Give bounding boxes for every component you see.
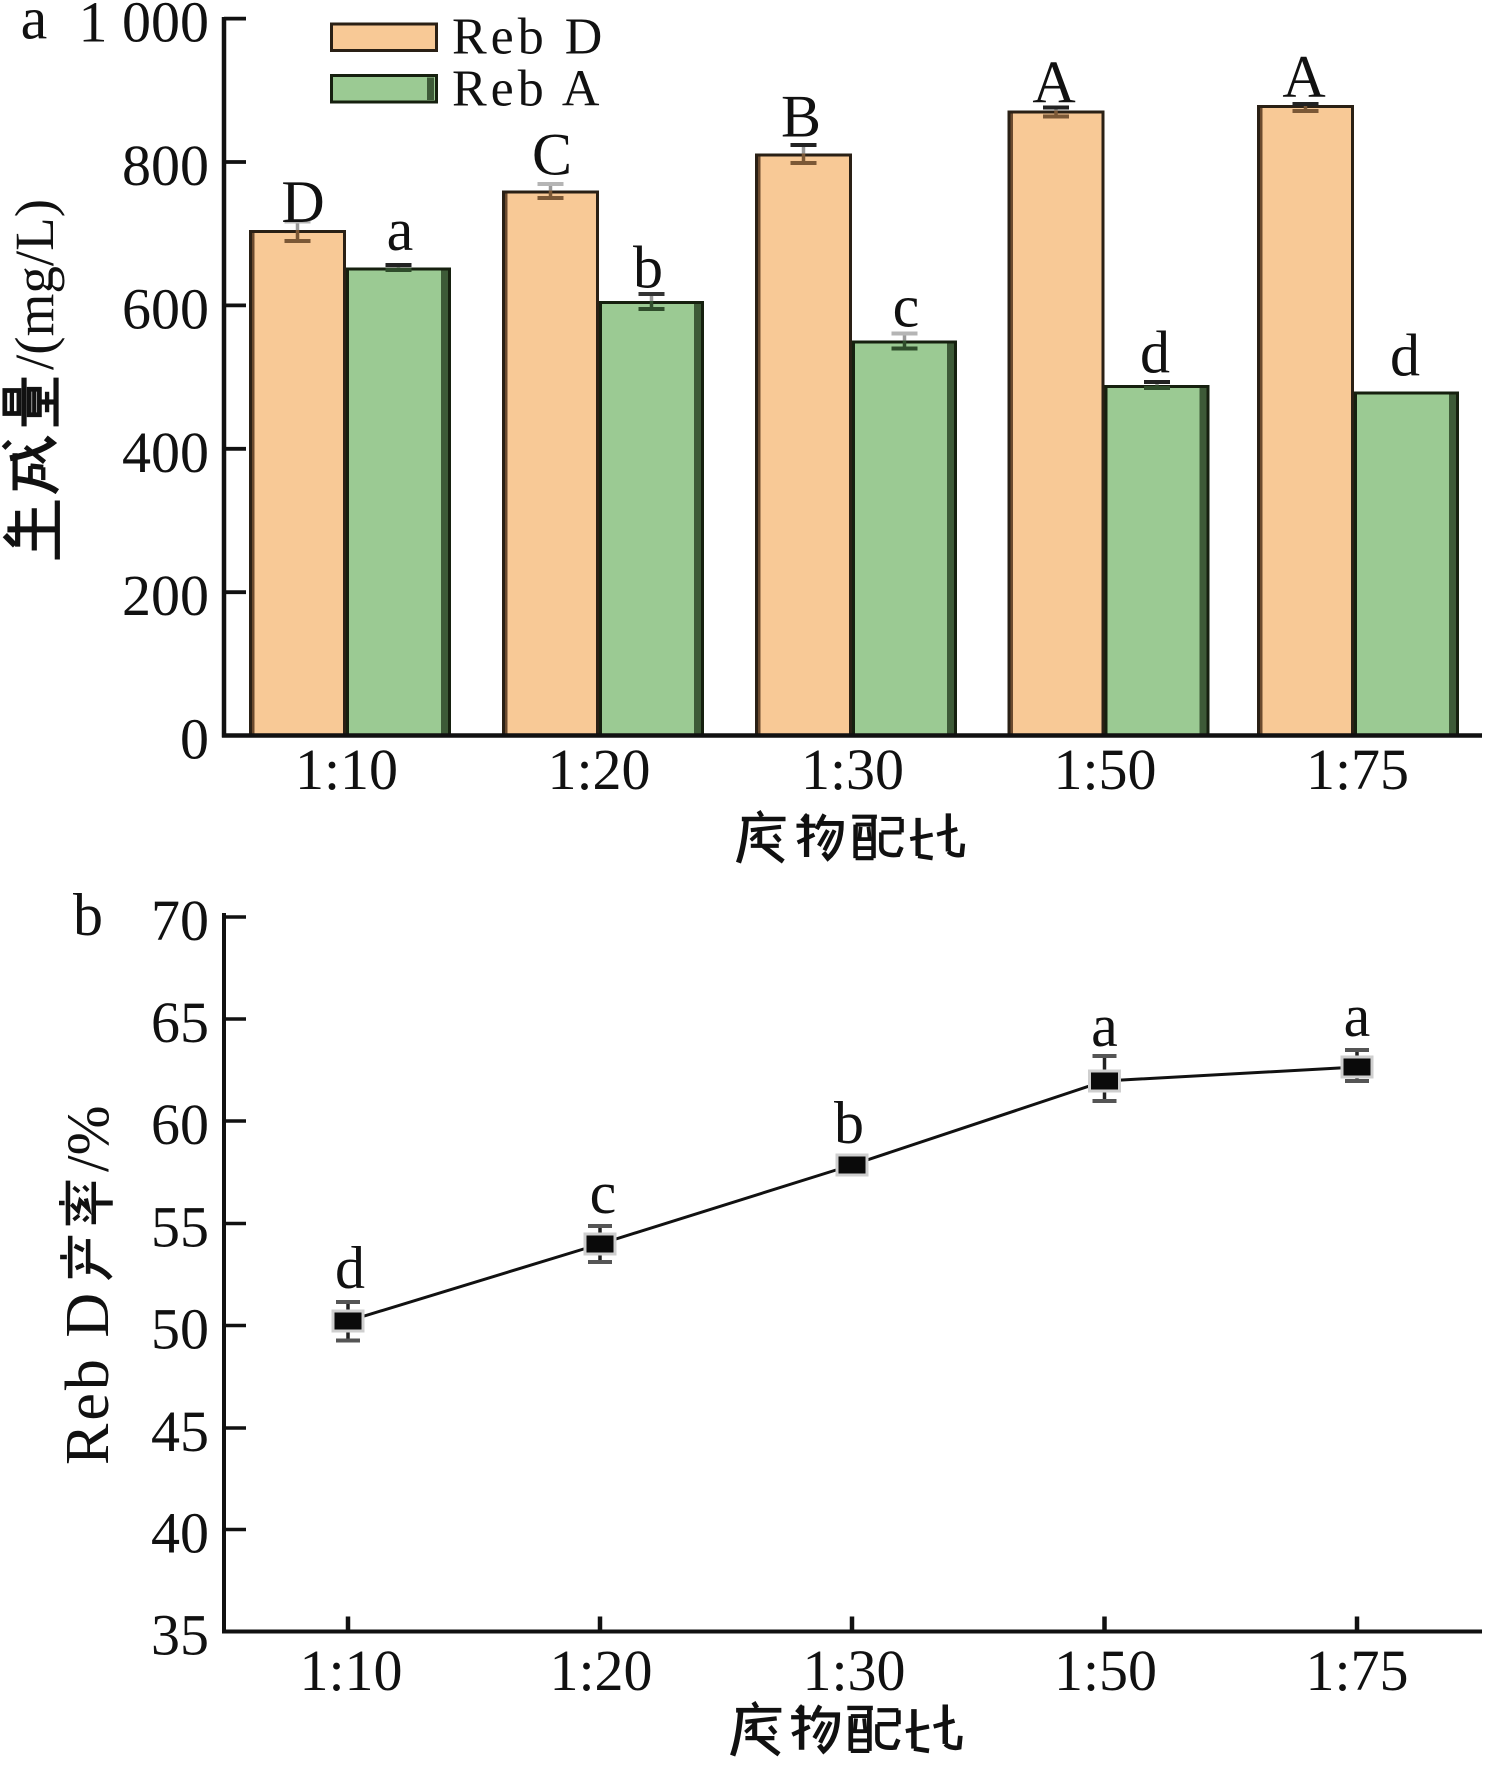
svg-text:1 000: 1 000 <box>79 0 210 55</box>
svg-text:/(mg/L): /(mg/L) <box>4 199 65 370</box>
svg-text:c: c <box>893 273 920 339</box>
svg-text:Reb D: Reb D <box>452 9 606 66</box>
svg-text:a: a <box>387 197 414 263</box>
svg-text:200: 200 <box>122 563 209 628</box>
svg-text:1:30: 1:30 <box>801 737 904 802</box>
svg-text:1:20: 1:20 <box>549 1638 652 1703</box>
svg-text:C: C <box>532 121 572 187</box>
svg-text:1:10: 1:10 <box>295 737 398 802</box>
svg-text:1:20: 1:20 <box>547 737 650 802</box>
svg-text:A: A <box>1032 49 1075 115</box>
svg-text:35: 35 <box>151 1603 209 1668</box>
svg-text:b: b <box>73 882 103 948</box>
svg-text:1:30: 1:30 <box>802 1638 905 1703</box>
svg-text:a: a <box>1344 983 1371 1049</box>
svg-text:/%: /% <box>55 1105 121 1172</box>
svg-text:0: 0 <box>180 707 209 772</box>
svg-text:d: d <box>1140 319 1170 385</box>
svg-text:B: B <box>781 83 821 149</box>
svg-text:50: 50 <box>151 1297 209 1362</box>
svg-text:600: 600 <box>122 276 209 341</box>
svg-text:d: d <box>1390 322 1420 388</box>
svg-text:Reb D: Reb D <box>54 1290 122 1465</box>
svg-text:D: D <box>281 169 324 235</box>
svg-text:d: d <box>335 1235 365 1301</box>
svg-text:b: b <box>633 234 663 300</box>
svg-text:A: A <box>1282 44 1325 110</box>
svg-text:1:50: 1:50 <box>1053 737 1156 802</box>
svg-text:a: a <box>21 0 48 52</box>
svg-text:1:75: 1:75 <box>1306 737 1409 802</box>
svg-text:c: c <box>590 1160 617 1226</box>
svg-text:b: b <box>834 1090 864 1156</box>
svg-text:45: 45 <box>151 1399 209 1464</box>
svg-text:800: 800 <box>122 133 209 198</box>
svg-text:65: 65 <box>151 990 209 1055</box>
svg-text:1:50: 1:50 <box>1054 1638 1157 1703</box>
svg-text:70: 70 <box>151 888 209 953</box>
svg-text:1:10: 1:10 <box>299 1638 402 1703</box>
svg-text:Reb A: Reb A <box>452 61 603 118</box>
svg-text:1:75: 1:75 <box>1305 1638 1408 1703</box>
svg-text:400: 400 <box>122 420 209 485</box>
svg-text:55: 55 <box>151 1195 209 1260</box>
svg-text:a: a <box>1091 993 1118 1059</box>
svg-text:40: 40 <box>151 1501 209 1566</box>
svg-text:60: 60 <box>151 1092 209 1157</box>
